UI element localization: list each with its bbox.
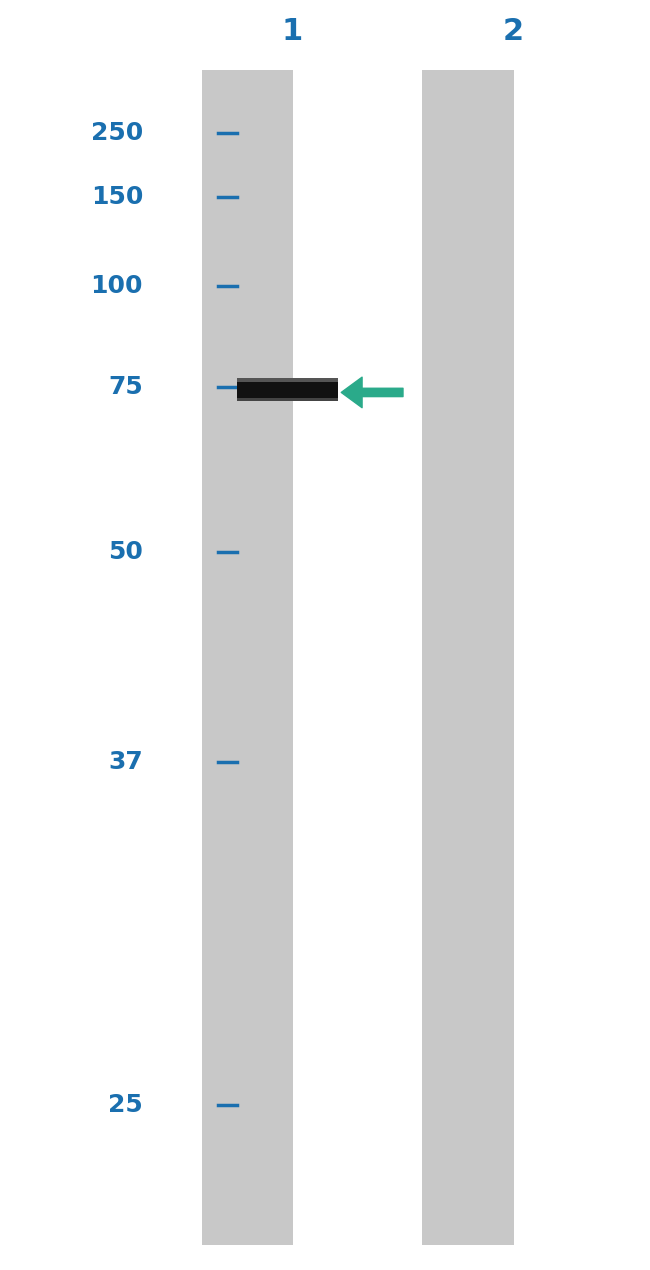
Bar	[237, 398, 338, 401]
Text: 1: 1	[282, 18, 303, 46]
Text: 50: 50	[108, 541, 143, 564]
Text: 100: 100	[90, 274, 143, 297]
Text: 25: 25	[109, 1093, 143, 1116]
Text: 250: 250	[91, 122, 143, 145]
Bar	[237, 378, 338, 382]
Bar	[202, 70, 292, 1245]
Bar	[422, 70, 514, 1245]
Text: 150: 150	[90, 185, 143, 208]
Bar	[237, 378, 338, 401]
Text: 2: 2	[503, 18, 524, 46]
Text: 75: 75	[109, 376, 143, 399]
Text: 37: 37	[109, 751, 143, 773]
